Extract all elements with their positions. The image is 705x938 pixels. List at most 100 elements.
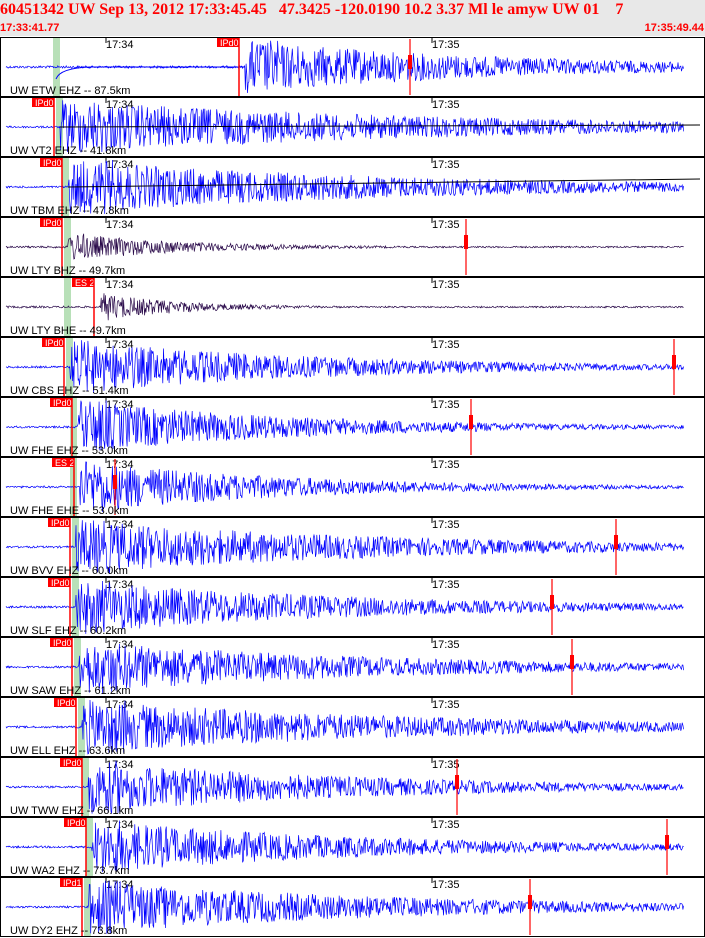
station-label: UW TBM EHZ -- 47.8km <box>10 205 129 217</box>
minute-label: 17:35 <box>432 639 460 651</box>
phase-pick-box <box>48 518 70 527</box>
amplitude-pick-marker <box>113 475 117 489</box>
minute-label: 17:35 <box>432 579 460 591</box>
event-header: 60451342 UW Sep 13, 2012 17:33:45.45 47.… <box>0 0 705 36</box>
waveform <box>5 340 684 394</box>
waveform <box>5 580 684 634</box>
pick-window <box>86 818 93 876</box>
waveform <box>5 400 684 451</box>
minute-label: 17:35 <box>432 699 460 711</box>
waveform <box>5 520 684 574</box>
trace-panel[interactable]: 17:34 17:35 IPd0 UW ELL EHZ -- 63.6km <box>0 697 705 758</box>
station-label: UW DY2 EHZ -- 73.8km <box>10 925 127 937</box>
phase-pick-label: IPd0 <box>53 398 72 408</box>
amplitude-pick-marker <box>570 655 574 669</box>
station-label: UW FHE EHE -- 53.0km <box>10 505 129 517</box>
amplitude-pick-marker <box>528 895 532 909</box>
phase-pick-label: IPd0 <box>220 38 239 48</box>
phase-pick-box <box>64 818 86 827</box>
baseline-trend <box>67 178 701 188</box>
phase-pick-label: IPd0 <box>51 518 70 528</box>
trace-panel[interactable]: 17:34 17:35 IPd0 UW SLF EHZ -- 60.2km <box>0 577 705 638</box>
minute-label: 17:34 <box>106 519 134 531</box>
station-label: UW TWW EHZ -- 66.1km <box>10 805 133 817</box>
phase-pick-box <box>52 458 74 467</box>
seismogram-panel[interactable]: 17:34 17:35 IPd0 UW ETW EHZ -- 87.5km 17:34 1… <box>0 37 705 938</box>
phase-pick-box <box>40 218 62 227</box>
phase-pick-box <box>72 278 94 287</box>
minute-label: 17:35 <box>432 519 460 531</box>
phase-pick-box <box>217 38 239 47</box>
waveform <box>5 760 684 814</box>
waveform <box>5 100 684 153</box>
waveform <box>5 293 684 321</box>
station-label: UW BVV EHZ -- 60.0km <box>10 565 128 577</box>
phase-pick-box <box>50 638 72 647</box>
minute-label: 17:34 <box>106 39 134 51</box>
end-time-label: 17:35:49.44 <box>644 22 704 34</box>
amplitude-pick-marker <box>464 235 468 249</box>
phase-pick-label: IPd0 <box>51 578 70 588</box>
minute-label: 17:34 <box>106 399 134 411</box>
minute-label: 17:35 <box>432 219 460 231</box>
trace-panel[interactable]: 17:34 17:35 ES 2 UW FHE EHE -- 53.0km <box>0 457 705 518</box>
amplitude-pick-marker <box>550 595 554 609</box>
station-label: UW FHE EHZ -- 53.0km <box>10 445 128 457</box>
trace-panel[interactable]: 17:34 17:35 ES 2 UW LTY BHE -- 49.7km <box>0 277 705 338</box>
phase-pick-label: IPd0 <box>53 638 72 648</box>
amplitude-pick-marker <box>469 415 473 429</box>
phase-pick-box <box>54 698 76 707</box>
waveform <box>5 880 684 934</box>
trace-panel[interactable]: 17:34 17:35 IPd0 UW TBM EHZ -- 47.8km <box>0 157 705 218</box>
phase-pick-label: IPd0 <box>43 158 62 168</box>
minute-label: 17:35 <box>432 819 460 831</box>
station-label: UW CBS EHZ -- 51.4km <box>10 385 129 397</box>
phase-pick-label: IPd0 <box>67 818 86 828</box>
pick-window <box>72 578 79 636</box>
phase-pick-label: IPd0 <box>45 338 64 348</box>
start-time-label: 17:33:41.77 <box>0 22 60 34</box>
trace-panel[interactable]: 17:34 17:35 IPd0 UW BVV EHZ -- 60.0km <box>0 517 705 578</box>
station-label: UW VT2 EHZ -- 41.8km <box>10 145 126 157</box>
phase-pick-box <box>40 158 62 167</box>
baseline-trend <box>55 66 245 80</box>
phase-pick-label: IPd0 <box>43 218 62 228</box>
waveform <box>5 820 684 873</box>
phase-pick-box <box>60 758 82 767</box>
trace-panel[interactable]: 17:34 17:35 IPd0 UW ETW EHZ -- 87.5km <box>0 37 705 98</box>
waveform <box>5 159 684 214</box>
minute-label: 17:34 <box>106 459 134 471</box>
minute-label: 17:35 <box>432 339 460 351</box>
phase-pick-label: IPd1 <box>63 878 82 888</box>
amplitude-pick-marker <box>455 775 459 789</box>
phase-pick-box <box>48 578 70 587</box>
phase-pick-box <box>32 98 54 107</box>
minute-label: 17:34 <box>106 159 134 171</box>
station-label: UW ELL EHZ -- 63.6km <box>10 745 125 757</box>
station-label: UW SAW EHZ -- 61.2km <box>10 685 131 697</box>
trace-panel[interactable]: 17:34 17:35 IPd0 UW LTY BHZ -- 49.7km <box>0 217 705 278</box>
phase-pick-label: ES 2 <box>75 278 95 288</box>
trace-panel[interactable]: 17:34 17:35 IPd0 UW TWW EHZ -- 66.1km <box>0 757 705 818</box>
waveform <box>5 699 684 755</box>
baseline-trend <box>59 124 701 128</box>
minute-label: 17:34 <box>106 699 134 711</box>
trace-panel[interactable]: 17:34 17:35 IPd0 UW FHE EHZ -- 53.0km <box>0 397 705 458</box>
minute-label: 17:34 <box>106 579 134 591</box>
phase-pick-label: IPd0 <box>63 758 82 768</box>
minute-label: 17:34 <box>106 219 134 231</box>
amplitude-pick-marker <box>672 355 676 369</box>
minute-label: 17:34 <box>106 759 134 771</box>
amplitude-pick-marker <box>614 535 618 549</box>
minute-label: 17:35 <box>432 759 460 771</box>
phase-pick-box <box>50 398 72 407</box>
minute-label: 17:35 <box>432 279 460 291</box>
event-title: 60451342 UW Sep 13, 2012 17:33:45.45 47.… <box>0 1 624 18</box>
station-label: UW WA2 EHZ -- 73.7km <box>10 865 129 877</box>
